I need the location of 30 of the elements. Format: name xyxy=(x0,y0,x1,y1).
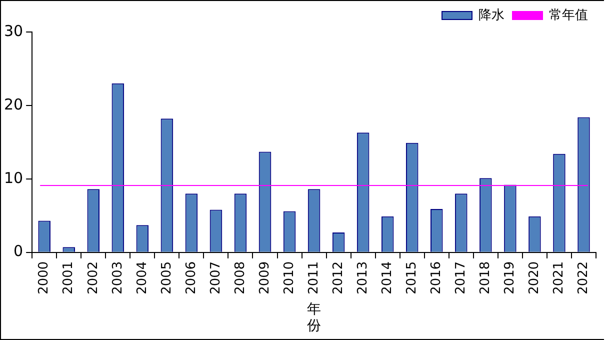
legend-label: 常年值 xyxy=(549,8,588,23)
x-tick-label: 2012 xyxy=(330,261,346,294)
x-tick-label: 2004 xyxy=(134,261,150,294)
x-tick-label: 2007 xyxy=(208,261,224,294)
x-tick-label: 2016 xyxy=(429,261,444,294)
x-tick-label: 2006 xyxy=(184,261,199,294)
x-tick-label: 2010 xyxy=(282,261,297,294)
x-tick-label: 2011 xyxy=(306,261,322,294)
x-tick-label: 2001 xyxy=(61,261,76,294)
x-tick-label: 2013 xyxy=(355,261,370,294)
x-tick-label: 2000 xyxy=(36,261,52,294)
x-tick-label: 2017 xyxy=(454,261,469,294)
x-tick-label: 2022 xyxy=(576,261,592,294)
x-tick-label: 2002 xyxy=(86,261,101,294)
x-tick-label: 2020 xyxy=(527,261,542,294)
x-tick-label: 2009 xyxy=(257,261,272,294)
x-tick-label: 2005 xyxy=(159,261,174,294)
y-tick-label: 30 xyxy=(4,22,24,40)
x-tick-label: 2019 xyxy=(502,261,518,294)
x-tick-label: 2003 xyxy=(110,261,126,294)
x-tick-label: 2021 xyxy=(552,261,567,294)
x-tick-label: 2008 xyxy=(232,261,248,294)
x-tick-label: 2018 xyxy=(478,261,494,294)
y-tick-label: 20 xyxy=(4,95,24,114)
x-tick-label: 2015 xyxy=(404,261,420,294)
y-tick-label: 0 xyxy=(14,242,24,260)
legend-label: 降水 xyxy=(478,8,504,23)
x-axis-title: 年份 xyxy=(307,301,322,334)
y-tick-label: 10 xyxy=(4,168,24,187)
x-tick-label: 2014 xyxy=(380,261,395,294)
